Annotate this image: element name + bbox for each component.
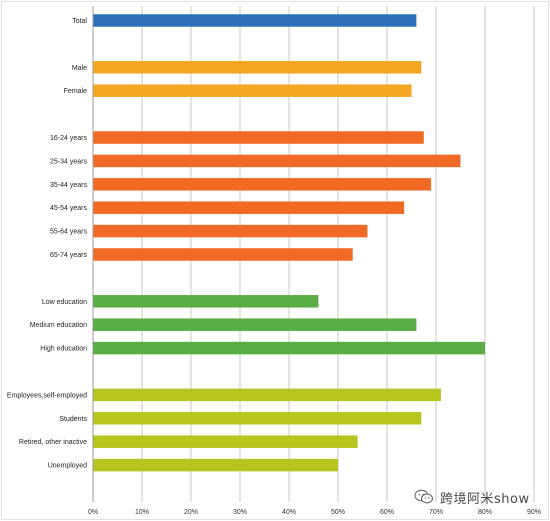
x-tick-label: 70% [429, 509, 443, 516]
x-tick-label: 50% [331, 509, 345, 516]
bar [93, 131, 424, 144]
x-axis-ticks: 0% 10% 20% 30% 40% 50% 60% 70% 80% 90% [88, 509, 541, 516]
category-label: Female [64, 88, 87, 95]
watermark: 跨境阿米show [414, 486, 550, 508]
bar [93, 61, 422, 74]
x-tick-label: 10% [135, 509, 149, 516]
x-tick-label: 80% [478, 509, 492, 516]
bar [93, 178, 432, 191]
category-label: 65-74 years [50, 252, 87, 259]
category-label: Medium education [30, 322, 87, 329]
bar [93, 318, 417, 331]
x-tick-label: 90% [527, 509, 541, 516]
category-label: Unemployed [48, 463, 87, 470]
bar [93, 341, 485, 355]
wechat-icon [414, 489, 434, 504]
bar [93, 14, 417, 27]
category-label: High education [40, 346, 87, 353]
category-label: 55-64 years [50, 229, 87, 236]
bar [93, 295, 319, 308]
category-label: Low education [42, 299, 87, 306]
category-label: 16-24 years [50, 135, 87, 142]
bar [93, 412, 422, 425]
bar-series [93, 14, 485, 472]
bar [93, 388, 441, 402]
x-tick-label: 40% [282, 509, 296, 516]
bar [93, 84, 412, 97]
category-label: Employees,self-employed [7, 392, 87, 399]
x-tick-label: 0% [88, 509, 98, 516]
bar [93, 248, 353, 261]
category-label: Total [72, 18, 87, 25]
x-tick-label: 60% [380, 509, 394, 516]
x-tick-label: 20% [184, 509, 198, 516]
category-label: Male [72, 65, 87, 72]
bar [93, 201, 405, 214]
category-labels: Total Male Female 16-24 years 25-34 years 35-… [7, 18, 88, 470]
category-label: Retired, other inactive [19, 439, 87, 446]
bar [93, 154, 461, 168]
category-label: 35-44 years [50, 182, 87, 189]
watermark-text: 跨境阿米show [440, 491, 530, 507]
bar [93, 435, 358, 448]
x-tick-label: 30% [233, 509, 247, 516]
category-label: 45-54 years [50, 205, 87, 212]
category-label: 25-34 years [50, 158, 87, 165]
category-label: Students [59, 416, 87, 423]
bar [93, 224, 368, 238]
bar [93, 458, 338, 472]
